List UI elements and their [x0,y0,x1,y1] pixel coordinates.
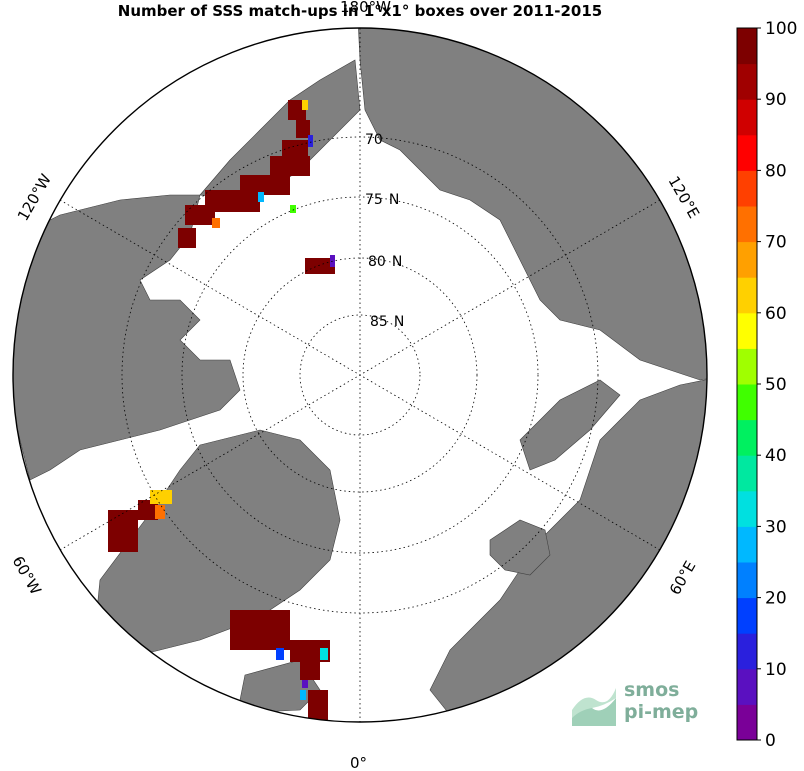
logo-line-1: smos [624,679,680,701]
lon-label-upper-right: 120°E [665,173,703,221]
logo-line-2: pi-mep [624,701,699,723]
lon-label-bottom: 0° [350,754,367,771]
lon-label-upper-left: 120°W [14,171,55,224]
latitude-labels: 70 75 N 80 N 85 N [365,132,404,330]
smos-pi-mep-logo: smos pi-mep [624,679,698,723]
chart-title: Number of SSS match-ups in 1°x1° boxes o… [117,2,603,20]
logo-mark [572,688,616,726]
map-border [12,27,708,723]
lon-label-top: 180°W [340,0,391,16]
lon-label-lower-right: 60°E [666,558,700,598]
lat-label-80: 80 N [368,254,402,270]
land-masses [13,28,707,722]
lat-label-75: 75 N [365,192,399,208]
land-svalbard [489,519,551,576]
lon-label-lower-left: 60°W [9,553,45,598]
land-novaya-zemlya [519,379,621,471]
graticule [59,28,661,722]
lat-label-85: 85 N [370,314,404,330]
lat-label-70: 70 [365,132,383,148]
